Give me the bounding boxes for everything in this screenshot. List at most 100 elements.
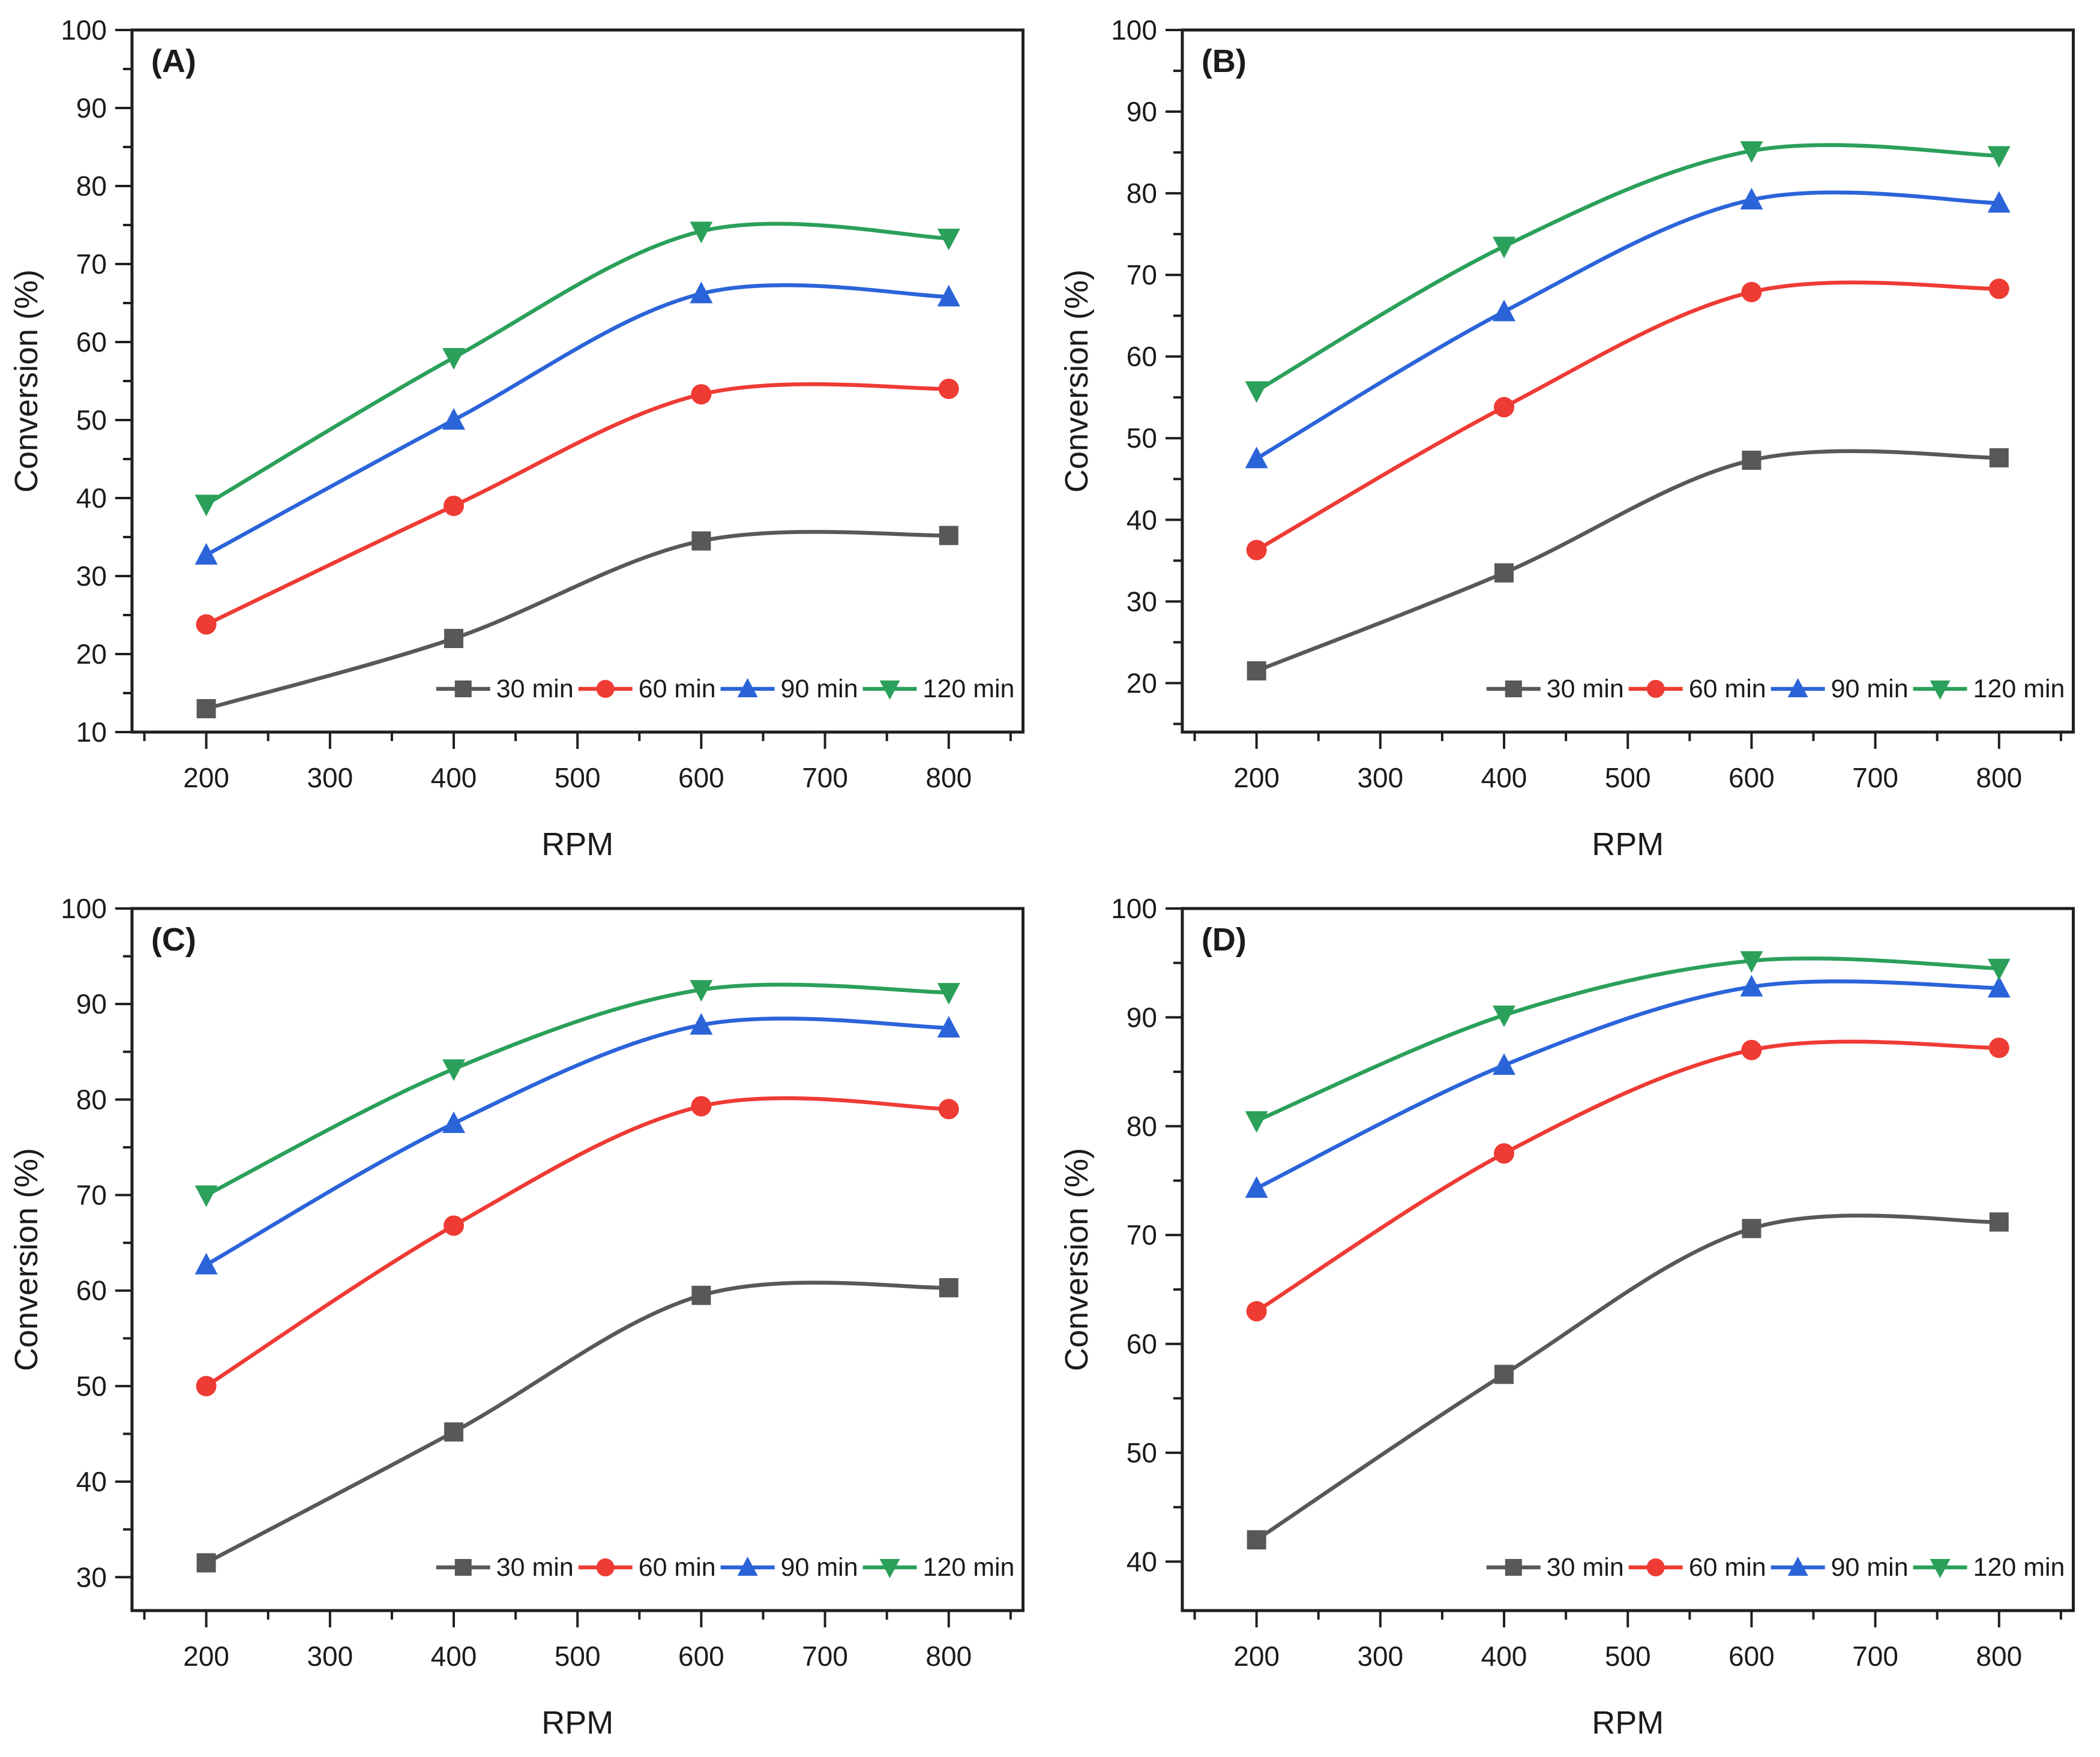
data-point-marker — [1739, 951, 1763, 973]
panel-b: 200 300 400 500 600 700 800 20 30 40 50 60 70 80 90 100… — [1050, 0, 2100, 878]
data-point-marker — [1739, 187, 1763, 209]
data-point-marker — [1989, 448, 2009, 467]
data-point-marker — [1493, 1143, 1514, 1164]
data-point-marker — [1987, 146, 2011, 168]
data-point-marker — [1493, 397, 1514, 418]
data-point-marker — [442, 348, 466, 370]
data-point-marker — [196, 614, 217, 635]
data-point-marker — [938, 379, 959, 399]
plot-frame — [1180, 28, 2075, 734]
panel-letter: (D) — [1201, 922, 1246, 958]
y-tick-label: 90 — [1126, 96, 1157, 127]
data-point-marker — [1741, 450, 1761, 470]
legend-label: 60 min — [639, 1553, 716, 1582]
data-point-marker — [690, 1013, 713, 1035]
series-line-60-min — [204, 382, 951, 626]
data-point-marker — [691, 384, 712, 405]
legend-label: 90 min — [1831, 1553, 1908, 1582]
legend-marker — [1646, 1558, 1665, 1576]
y-tick-label: 80 — [76, 1084, 107, 1115]
data-point-marker — [1989, 1212, 2009, 1232]
legend-marker — [1505, 680, 1522, 697]
data-point-marker — [196, 1375, 217, 1396]
legend-marker — [1930, 680, 1951, 700]
data-point-marker — [1492, 1053, 1515, 1075]
data-point-marker — [938, 1099, 959, 1120]
plot-frame — [130, 28, 1025, 734]
legend-marker — [1787, 678, 1808, 697]
y-tick-label: 50 — [76, 1371, 107, 1402]
data-point-marker — [937, 983, 960, 1005]
data-point-marker — [1492, 299, 1515, 322]
data-point-marker — [937, 1015, 960, 1038]
y-tick-label: 50 — [1126, 422, 1157, 454]
y-tick-label: 40 — [1126, 504, 1157, 535]
legend-marker — [454, 1559, 472, 1576]
data-point-marker — [690, 980, 713, 1002]
data-point-marker — [444, 1422, 464, 1442]
x-tick-label: 500 — [555, 762, 601, 793]
y-tick-label: 80 — [76, 170, 107, 202]
y-tick-label: 20 — [76, 638, 107, 670]
y-tick-label: 70 — [76, 1180, 107, 1211]
data-point-marker — [444, 629, 464, 648]
series-line-30-min — [204, 1281, 951, 1565]
data-point-marker — [1245, 446, 1268, 469]
legend-label: 120 min — [1973, 1553, 2065, 1582]
x-tick-label: 600 — [1728, 1641, 1775, 1672]
x-tick-label: 300 — [307, 762, 353, 793]
series-line-120-min — [204, 982, 951, 1197]
chart-panel-d: 200 300 400 500 600 700 800 40 50 60 70 80 90 100 RPM C… — [1058, 893, 2075, 1741]
y-axis-title: Conversion (%) — [1058, 269, 1094, 493]
y-tick-label: 30 — [76, 1561, 107, 1593]
series-line-60-min — [1254, 1039, 2001, 1314]
legend-marker — [737, 1557, 758, 1576]
data-point-marker — [690, 221, 713, 244]
data-point-marker — [1741, 1219, 1761, 1239]
legend-label: 90 min — [781, 674, 858, 703]
y-tick-label: 40 — [1126, 1546, 1157, 1577]
x-tick-label: 400 — [431, 1641, 477, 1672]
y-tick-label: 80 — [1126, 178, 1157, 209]
x-tick-label: 700 — [1852, 1641, 1898, 1672]
data-point-marker — [194, 1185, 218, 1207]
x-tick-label: 600 — [678, 762, 724, 793]
x-tick-label: 300 — [1357, 762, 1403, 793]
series-line-30-min — [1254, 1213, 2001, 1542]
series-line-120-min — [204, 221, 951, 506]
x-tick-label: 200 — [183, 1641, 229, 1672]
data-point-marker — [1247, 1530, 1266, 1550]
data-point-marker — [196, 699, 216, 718]
series-line-60-min — [1254, 280, 2001, 552]
x-tick-label: 200 — [1233, 1641, 1280, 1672]
y-tick-label: 100 — [61, 14, 107, 46]
x-tick-label: 400 — [1481, 762, 1527, 793]
data-point-marker — [939, 526, 958, 545]
x-tick-label: 200 — [1233, 762, 1280, 793]
legend: 30 min 60 min 90 min 120 min — [436, 674, 1014, 703]
chart-panel-a: 200 300 400 500 600 700 800 10 20 30 40 50 60 70 80 90 1… — [8, 14, 1025, 862]
data-point-marker — [691, 531, 711, 551]
y-tick-label: 30 — [76, 560, 107, 592]
data-point-marker — [442, 1059, 466, 1081]
y-tick-label: 60 — [76, 1275, 107, 1306]
series-line-90-min — [1254, 979, 2001, 1191]
data-point-marker — [1988, 278, 2009, 299]
legend-marker — [879, 1559, 900, 1578]
chart-panel-b: 200 300 400 500 600 700 800 20 30 40 50 60 70 80 90 100… — [1058, 14, 2075, 862]
data-point-marker — [1988, 1038, 2009, 1059]
legend-marker — [1930, 1559, 1951, 1578]
panel-letter: (B) — [1201, 43, 1246, 79]
data-point-marker — [1245, 381, 1268, 403]
y-tick-label: 70 — [1126, 259, 1157, 290]
legend: 30 min 60 min 90 min 120 min — [436, 1553, 1014, 1582]
x-tick-label: 700 — [802, 1641, 848, 1672]
legend-label: 30 min — [1546, 674, 1623, 703]
y-axis-title: Conversion (%) — [8, 1148, 44, 1371]
data-point-marker — [1987, 958, 2011, 981]
y-axis-title: Conversion (%) — [8, 269, 44, 493]
series-line-90-min — [204, 1017, 951, 1267]
panel-letter: (C) — [151, 922, 196, 958]
x-axis-title: RPM — [541, 1705, 613, 1741]
data-point-marker — [1740, 1039, 1762, 1060]
